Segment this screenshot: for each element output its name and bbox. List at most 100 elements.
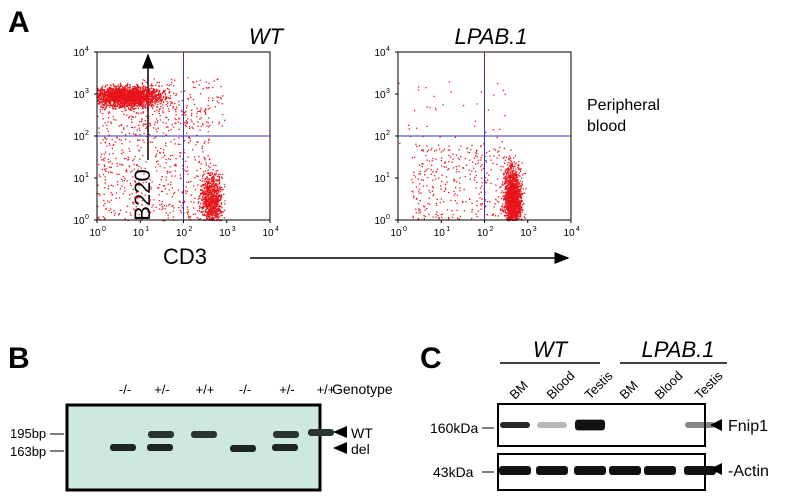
lane-label: Testis [582,368,616,402]
group-label: LPAB.1 [642,337,715,362]
group-label: WT [533,337,569,362]
lane-labels: BM Blood Testis BM Blood Testis [507,368,726,402]
marker-label: 163bp [10,444,46,459]
panel-label: C [420,342,442,375]
y-tick-label: 10 [73,132,85,143]
y-tick-label: 10 [374,216,386,227]
y-tick-label: 10 [73,48,85,59]
lane-label: -/- [119,382,131,397]
plot-title: LPAB.1 [455,24,528,49]
x-tick-exp: 0 [403,226,407,233]
lane-label: BM [507,378,531,402]
band [574,466,606,475]
y-tick-exp: 3 [386,88,390,95]
x-tick-exp: 1 [446,226,450,233]
blot-bands [499,419,716,475]
band [230,445,256,452]
panel-label: A [8,6,30,39]
band [499,466,531,475]
y-tick-exp: 4 [386,46,390,53]
y-tick-exp: 2 [386,130,390,137]
lane-label: -/- [239,382,251,397]
annotation: blood [587,118,626,135]
y-tick-exp: 3 [85,88,89,95]
band [500,422,530,428]
arrowhead [710,463,722,475]
panel-label: B [8,342,30,375]
lane-label: Blood [544,368,578,402]
x-tick-label: 10 [176,228,188,239]
scatter-dots [398,81,527,222]
lane-label: +/- [154,382,170,397]
x-tick-exp: 2 [490,226,494,233]
band-label: WT [351,425,373,441]
band [536,466,568,475]
x-tick-exp: 3 [232,226,236,233]
scatter-dots [97,77,226,222]
plot-title: WT [249,24,285,49]
lane-label: +/- [279,382,295,397]
y-tick-label: 10 [73,216,85,227]
x-tick-label: 10 [262,228,274,239]
x-tick-exp: 1 [145,226,149,233]
annotation: Peripheral [587,97,660,114]
gel-bands [110,429,334,452]
band [609,466,641,475]
band [644,466,676,475]
band [537,422,567,428]
band [575,419,605,431]
arrowhead [333,426,347,438]
y-tick-label: 10 [374,48,386,59]
y-tick-label: 10 [73,90,85,101]
protein-label: -Actin [728,463,769,480]
lane-label: Blood [652,368,686,402]
x-tick-exp: 2 [189,226,193,233]
band [685,422,715,428]
y-tick-exp: 4 [85,46,89,53]
y-tick-exp: 2 [85,130,89,137]
protein-label: Fnip1 [728,418,768,435]
lane-label: Testis [692,368,726,402]
y-tick-label: 10 [374,174,386,185]
x-tick-label: 10 [520,228,532,239]
arrowhead [333,442,347,454]
y-tick-exp: 0 [85,214,89,221]
band [684,466,716,475]
x-tick-label: 10 [133,228,145,239]
lane-label: +/+ [196,382,215,397]
band [148,431,174,438]
marker-label: 160kDa [430,420,478,436]
arrowhead [710,419,722,431]
x-tick-label: 10 [477,228,489,239]
band [147,444,173,451]
y-axis-label: B220 [130,169,155,220]
x-axis-label: CD3 [163,244,207,269]
band [273,431,299,438]
x-tick-exp: 4 [275,226,279,233]
x-tick-label: 10 [434,228,446,239]
y-tick-exp: 0 [386,214,390,221]
x-tick-exp: 4 [576,226,580,233]
x-tick-exp: 3 [533,226,537,233]
x-tick-label: 10 [390,228,402,239]
y-tick-label: 10 [374,132,386,143]
y-tick-label: 10 [73,174,85,185]
x-tick-label: 10 [89,228,101,239]
lane-label: +/+ [317,382,336,397]
x-tick-exp: 0 [102,226,106,233]
y-tick-label: 10 [374,90,386,101]
marker-label: 195bp [10,426,46,441]
band [110,444,136,451]
genotype-header: Genotype [332,381,393,397]
band [191,431,217,438]
y-tick-exp: 1 [386,172,390,179]
lane-label: BM [617,378,641,402]
band [308,429,334,436]
marker-label: 43kDa [433,464,474,480]
y-tick-exp: 1 [85,172,89,179]
x-tick-label: 10 [219,228,231,239]
band [272,444,298,451]
band-label: del [351,441,370,457]
